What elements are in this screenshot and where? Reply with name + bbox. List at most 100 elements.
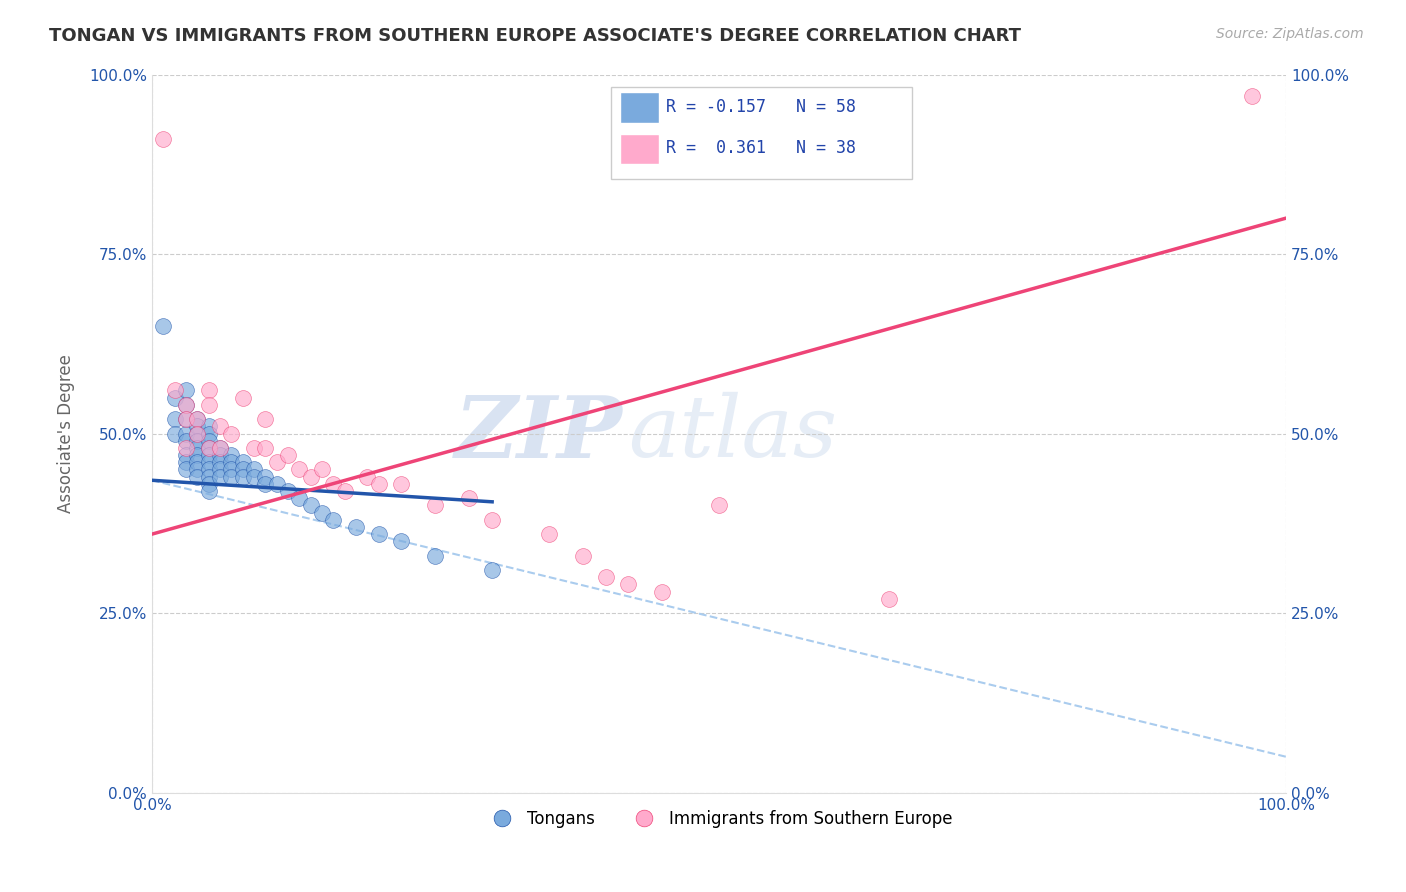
- Point: [174, 448, 197, 462]
- Point: [186, 426, 208, 441]
- Point: [208, 441, 231, 455]
- Point: [197, 384, 219, 398]
- Point: [197, 483, 219, 498]
- Point: [186, 412, 208, 426]
- Point: [174, 426, 197, 441]
- Point: [651, 584, 673, 599]
- Text: Source: ZipAtlas.com: Source: ZipAtlas.com: [1216, 27, 1364, 41]
- Text: atlas: atlas: [628, 392, 838, 475]
- Point: [277, 483, 299, 498]
- Point: [356, 469, 378, 483]
- Point: [311, 462, 333, 476]
- Point: [186, 441, 208, 455]
- Point: [208, 462, 231, 476]
- Point: [221, 469, 243, 483]
- FancyBboxPatch shape: [620, 134, 659, 164]
- Point: [197, 469, 219, 483]
- Point: [197, 434, 219, 448]
- Point: [174, 398, 197, 412]
- Point: [299, 469, 322, 483]
- Point: [391, 476, 413, 491]
- Point: [425, 549, 447, 563]
- Text: R = -0.157   N = 58: R = -0.157 N = 58: [665, 98, 856, 116]
- Point: [481, 513, 503, 527]
- Point: [458, 491, 481, 506]
- Point: [186, 469, 208, 483]
- Point: [163, 384, 186, 398]
- Point: [186, 462, 208, 476]
- Point: [322, 476, 344, 491]
- Point: [572, 549, 595, 563]
- Point: [152, 132, 174, 146]
- Point: [174, 462, 197, 476]
- Point: [254, 476, 277, 491]
- Point: [254, 469, 277, 483]
- Point: [197, 455, 219, 469]
- Point: [152, 318, 174, 333]
- Point: [299, 499, 322, 513]
- Point: [208, 469, 231, 483]
- Point: [391, 534, 413, 549]
- Point: [186, 455, 208, 469]
- Point: [243, 462, 266, 476]
- Point: [311, 506, 333, 520]
- Point: [537, 527, 560, 541]
- Point: [322, 513, 344, 527]
- Point: [197, 448, 219, 462]
- Point: [243, 469, 266, 483]
- Point: [174, 412, 197, 426]
- Point: [197, 398, 219, 412]
- Point: [186, 434, 208, 448]
- Point: [288, 462, 311, 476]
- Text: TONGAN VS IMMIGRANTS FROM SOUTHERN EUROPE ASSOCIATE'S DEGREE CORRELATION CHART: TONGAN VS IMMIGRANTS FROM SOUTHERN EUROP…: [49, 27, 1021, 45]
- Point: [266, 455, 288, 469]
- Point: [232, 469, 254, 483]
- FancyBboxPatch shape: [620, 93, 659, 122]
- Point: [197, 476, 219, 491]
- Point: [197, 426, 219, 441]
- Point: [367, 476, 389, 491]
- Point: [617, 577, 640, 591]
- Point: [197, 462, 219, 476]
- Point: [232, 391, 254, 405]
- Point: [288, 491, 311, 506]
- Point: [221, 455, 243, 469]
- Point: [707, 499, 730, 513]
- Point: [221, 426, 243, 441]
- Point: [163, 412, 186, 426]
- Point: [344, 520, 367, 534]
- Point: [425, 499, 447, 513]
- Point: [481, 563, 503, 577]
- Point: [221, 462, 243, 476]
- Point: [221, 448, 243, 462]
- FancyBboxPatch shape: [612, 87, 911, 178]
- Point: [197, 419, 219, 434]
- Point: [186, 412, 208, 426]
- Point: [174, 398, 197, 412]
- Point: [208, 419, 231, 434]
- Point: [174, 384, 197, 398]
- Point: [254, 441, 277, 455]
- Point: [333, 483, 356, 498]
- Text: R =  0.361   N = 38: R = 0.361 N = 38: [665, 139, 856, 158]
- Text: ZIP: ZIP: [454, 392, 623, 475]
- Legend: Tongans, Immigrants from Southern Europe: Tongans, Immigrants from Southern Europe: [478, 804, 960, 835]
- Point: [197, 441, 219, 455]
- Point: [232, 462, 254, 476]
- Point: [208, 441, 231, 455]
- Point: [266, 476, 288, 491]
- Point: [277, 448, 299, 462]
- Point: [254, 412, 277, 426]
- Point: [367, 527, 389, 541]
- Point: [208, 455, 231, 469]
- Point: [163, 391, 186, 405]
- Point: [232, 455, 254, 469]
- Point: [877, 591, 900, 606]
- Point: [174, 441, 197, 455]
- Point: [208, 448, 231, 462]
- Point: [595, 570, 617, 584]
- Y-axis label: Associate's Degree: Associate's Degree: [58, 354, 75, 513]
- Point: [163, 426, 186, 441]
- Point: [197, 441, 219, 455]
- Point: [186, 426, 208, 441]
